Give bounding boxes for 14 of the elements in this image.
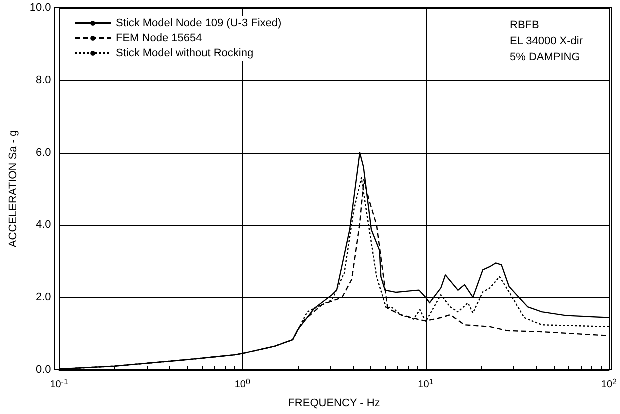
y-tick-label: 0.0 [36, 364, 52, 376]
y-tick-label: 6.0 [36, 146, 52, 159]
y-tick-label: 4.0 [36, 219, 52, 232]
legend-label: FEM Node 15654 [116, 32, 202, 44]
y-tick-label: 10.0 [30, 2, 52, 14]
y-tick-label: 8.0 [36, 74, 52, 86]
y-axis-title: ACCELERATION Sa - g [8, 130, 20, 248]
annotation: 5% DAMPING [510, 52, 580, 64]
annotation: EL 34000 X-dir [510, 36, 584, 48]
annotation: RBFB [510, 20, 540, 32]
y-tick-label: 2.0 [36, 292, 52, 304]
legend-label: Stick Model Node 109 (U-3 Fixed) [116, 18, 282, 30]
x-axis-title: FREQUENCY - Hz [288, 398, 380, 410]
legend-label: Stick Model without Rocking [116, 48, 254, 60]
